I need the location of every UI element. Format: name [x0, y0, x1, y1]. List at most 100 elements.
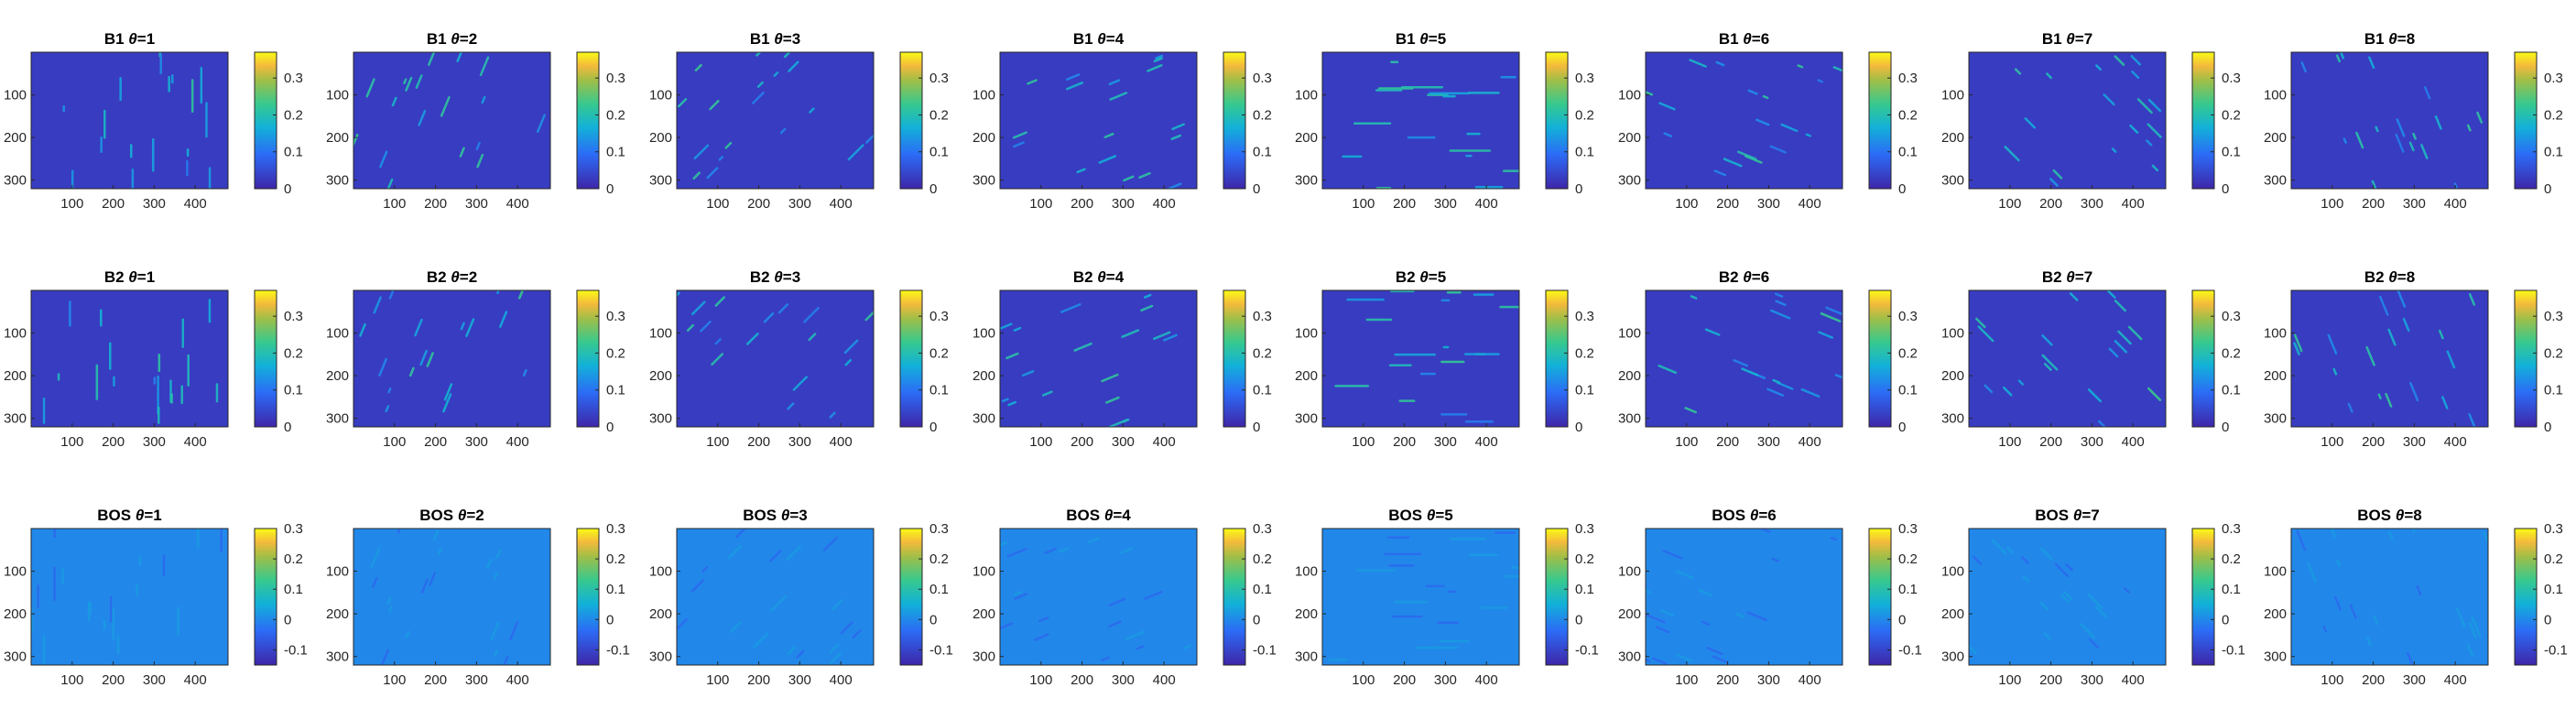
heatmap-image [31, 529, 228, 665]
y-tick-label: 300 [1941, 649, 1964, 665]
colorbar-tick-label: 0.2 [284, 345, 303, 361]
colorbar-tick-label: 0.1 [929, 582, 949, 597]
x-tick-label: 100 [383, 672, 406, 688]
colorbar-tick-label: 0 [2222, 420, 2229, 435]
y-tick-label: 300 [1295, 173, 1318, 189]
x-tick-label: 400 [1475, 672, 1498, 688]
heatmap-features [359, 290, 527, 413]
y-tick-label: 200 [1295, 368, 1318, 384]
x-tick-label: 300 [143, 196, 166, 212]
x-tick-label: 300 [1112, 672, 1135, 688]
panel-title: B1 θ=4 [1073, 30, 1125, 48]
colorbar-tick-label: -0.1 [284, 642, 308, 658]
x-tick-label: 300 [2403, 196, 2426, 212]
x-tick-label: 100 [1998, 434, 2021, 450]
panel-bos-theta-1: BOS θ=1 100 200 300 400 100 200 300 -0.1 0 0.1 0.2 0… [4, 507, 308, 688]
heatmap-image [1969, 290, 2166, 427]
y-tick-label: 200 [1941, 368, 1964, 384]
colorbar-tick-label: 0 [1575, 420, 1582, 435]
x-tick-label: 400 [184, 196, 207, 212]
x-tick-label: 300 [2403, 434, 2426, 450]
heatmap-image [353, 52, 550, 189]
colorbar-tick-label: 0.2 [929, 107, 949, 123]
y-tick-label: 300 [326, 649, 349, 665]
colorbar-tick-label: 0.3 [2544, 309, 2563, 324]
colorbar-tick-label: 0 [1898, 181, 1906, 197]
heatmap-features [31, 529, 223, 665]
y-tick-label: 100 [2264, 564, 2287, 580]
colorbar-tick-label: 0.1 [1253, 383, 1272, 398]
panel-title: B2 θ=8 [2364, 268, 2415, 286]
axes-frame [353, 51, 551, 190]
x-tick-label: 200 [2039, 672, 2062, 688]
y-tick-label: 200 [326, 130, 349, 146]
heatmap-image [1646, 290, 1842, 427]
panel-b2-theta-4: B2 θ=4 100 200 300 400 100 200 300 0 0.1 0.2 0.3 [973, 268, 1272, 450]
panel-b2-theta-5: B2 θ=5 100 200 300 400 100 200 300 0 0.1 0.2 0.3 [1295, 268, 1594, 450]
colorbar [1868, 51, 1892, 190]
x-tick-label: 200 [424, 672, 447, 688]
colorbar-tick-label: -0.1 [1253, 642, 1277, 658]
y-tick-label: 300 [2264, 411, 2287, 427]
colorbar [2191, 51, 2215, 190]
panel-title: B1 θ=7 [2042, 30, 2092, 48]
axes-frame [30, 51, 229, 190]
x-tick-label: 400 [184, 672, 207, 688]
axes-frame [999, 528, 1198, 666]
colorbar-tick-label: 0.3 [2222, 309, 2241, 324]
y-tick-label: 200 [2264, 368, 2287, 384]
x-tick-label: 300 [1757, 434, 1780, 450]
y-tick-label: 300 [2264, 649, 2287, 665]
axes-frame [1321, 528, 1520, 666]
colorbar [1868, 289, 1892, 428]
x-tick-label: 100 [383, 196, 406, 212]
x-tick-label: 200 [2362, 672, 2385, 688]
panel-b1-theta-6: B1 θ=6 100 200 300 400 100 200 300 0 0.1 0.2 0.3 [1618, 30, 1918, 212]
y-tick-label: 200 [973, 368, 995, 384]
colorbar-tick-label: 0.2 [2222, 551, 2241, 567]
heatmap-features [1646, 59, 1842, 177]
y-tick-label: 300 [326, 411, 349, 427]
colorbar-tick-label: 0.1 [1253, 582, 1272, 597]
x-tick-label: 100 [706, 672, 729, 688]
panel-title: BOS θ=1 [97, 507, 161, 524]
x-tick-label: 100 [706, 196, 729, 212]
colorbar-tick-label: 0.2 [606, 551, 625, 567]
y-tick-label: 100 [1295, 88, 1318, 104]
panel-title: BOS θ=7 [2035, 507, 2099, 524]
heatmap-image [31, 290, 228, 427]
colorbar-tick-label: 0.3 [284, 71, 303, 86]
x-tick-label: 200 [747, 672, 770, 688]
heatmap-image [1322, 52, 1519, 189]
x-tick-label: 300 [2081, 196, 2103, 212]
y-tick-label: 300 [1618, 411, 1641, 427]
colorbar-tick-label: 0.1 [606, 582, 625, 597]
colorbar [1545, 51, 1569, 190]
panel-b1-theta-5: B1 θ=5 100 200 300 400 100 200 300 0 0.1 0.2 0.3 [1295, 30, 1594, 212]
colorbar-tick-label: 0 [1253, 612, 1260, 627]
colorbar-tick-label: 0 [1575, 181, 1582, 197]
y-tick-label: 200 [649, 368, 672, 384]
colorbar [2191, 528, 2215, 666]
colorbar-tick-label: 0 [284, 612, 291, 627]
y-tick-label: 200 [649, 130, 672, 146]
heatmap-features [1000, 537, 1192, 661]
x-tick-label: 200 [747, 196, 770, 212]
axes-frame [676, 528, 875, 666]
y-tick-label: 300 [1618, 649, 1641, 665]
panel-title: BOS θ=4 [1066, 507, 1131, 524]
colorbar-tick-label: 0.3 [929, 71, 949, 86]
y-tick-label: 300 [973, 173, 995, 189]
x-tick-label: 100 [2321, 196, 2343, 212]
y-tick-label: 200 [1618, 130, 1641, 146]
panel-bos-theta-7: BOS θ=7 100 200 300 400 100 200 300 -0.1 0 0.1 0.2 0… [1941, 507, 2245, 688]
heatmap-features [677, 529, 862, 664]
colorbar [2514, 289, 2538, 428]
panel-b2-theta-1: B2 θ=1 100 200 300 400 100 200 300 0 0.1 0.2 0.3 [4, 268, 303, 450]
heatmap-features [1975, 290, 2162, 427]
x-tick-label: 200 [1071, 672, 1093, 688]
y-tick-label: 200 [1941, 606, 1964, 622]
x-tick-label: 400 [1799, 434, 1821, 450]
x-tick-label: 300 [788, 672, 811, 688]
colorbar-tick-label: 0.3 [2544, 521, 2563, 537]
